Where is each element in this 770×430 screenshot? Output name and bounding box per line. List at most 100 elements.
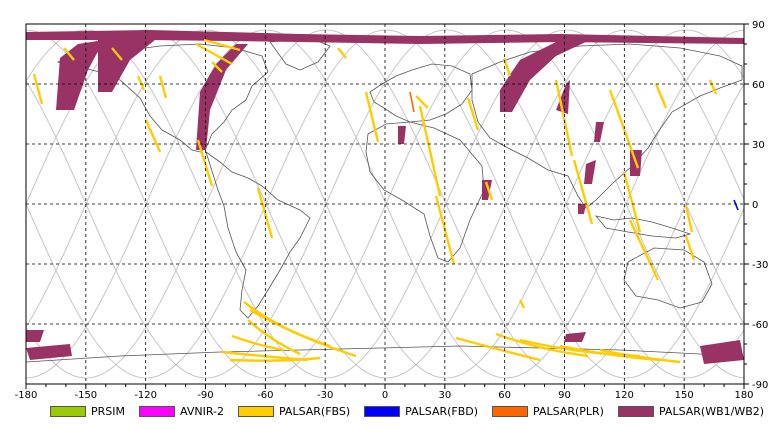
lon-tick-label: -150	[74, 390, 97, 401]
swath-fbs	[415, 95, 429, 109]
coast-africa	[365, 121, 485, 263]
graticule	[26, 24, 744, 384]
swath-fbs	[144, 119, 162, 153]
swath-wb	[26, 330, 44, 342]
swath-fbs	[628, 219, 660, 281]
lon-tick-label: -120	[134, 390, 157, 401]
legend-item: PALSAR(PLR)	[492, 405, 604, 418]
green-swatch-icon	[50, 405, 86, 417]
swath-wb	[578, 204, 586, 214]
orbit-track	[26, 29, 744, 379]
lat-tick-label: -30	[752, 260, 768, 271]
legend-item: PRSIM	[50, 405, 125, 418]
lat-tick-label: 60	[752, 80, 765, 91]
coastlines	[26, 37, 744, 363]
swath-plr	[409, 91, 415, 113]
lon-tick-label: -30	[317, 390, 333, 401]
swath-wb	[700, 340, 744, 364]
coast-australia	[623, 247, 713, 309]
swath-fbs	[111, 47, 123, 61]
swath-fbs	[196, 139, 214, 187]
orbit-track	[26, 29, 744, 379]
swath-fbs	[684, 205, 694, 233]
lon-tick-label: 120	[615, 390, 634, 401]
swath-wb	[196, 44, 248, 150]
legend-item: PALSAR(WB1/WB2)	[617, 404, 765, 418]
orbit-track	[26, 29, 744, 379]
swath-fbs	[626, 139, 640, 169]
swath-fbs	[708, 79, 718, 95]
legend-item: PALSAR(FBD)	[364, 405, 478, 418]
maroon-swatch-icon	[617, 405, 654, 417]
swath-wb	[584, 160, 596, 184]
legend: PRSIM AVNIR-2 PALSAR(FBS) PALSAR(FBD) PALSAR…	[50, 403, 770, 419]
coast-asia	[471, 43, 743, 209]
orbit-track	[26, 29, 744, 379]
coast-indonesia	[594, 215, 692, 239]
legend-label: PALSAR(FBS)	[278, 404, 351, 418]
swath-fbs	[466, 97, 480, 131]
lat-tick-label: 30	[752, 140, 765, 151]
swath-fbs	[195, 42, 233, 66]
lat-tick-label: 90	[752, 20, 765, 31]
magenta-swatch-icon	[139, 405, 175, 417]
lon-tick-label: 180	[734, 390, 753, 401]
orbit-tracks	[26, 29, 744, 379]
lon-tick-label: 0	[382, 390, 388, 401]
swath-fbs	[684, 235, 696, 261]
swath-fbs-arc	[249, 308, 357, 358]
swath-wb	[564, 332, 586, 342]
axis-labels: -180 -150 -120 -90 -60 -30 0 30 60 90 120 150 180 90 6…	[15, 20, 769, 401]
swath-fbs	[622, 171, 642, 233]
legend-label: AVNIR-2	[180, 404, 224, 418]
legend-label: PALSAR(PLR)	[533, 404, 604, 418]
lat-tick-label: -60	[752, 320, 768, 331]
swath-fbs	[572, 159, 594, 225]
swath-wb	[26, 344, 72, 360]
swath-fbs	[654, 83, 668, 109]
legend-label: PALSAR(WB1/WB2)	[658, 404, 765, 418]
acquisition-swaths	[26, 30, 744, 364]
swath-fbs	[203, 38, 241, 52]
lon-tick-label: -60	[257, 390, 273, 401]
lon-tick-label: -180	[15, 390, 38, 401]
lon-tick-label: 90	[558, 390, 571, 401]
swath-fbs	[337, 47, 347, 59]
orbit-track	[26, 29, 744, 379]
legend-label: PRSIM	[91, 404, 125, 418]
swath-wb	[482, 180, 492, 200]
swath-fbs	[364, 91, 380, 143]
axis-ticks	[25, 23, 749, 389]
swath-fbs	[32, 73, 44, 105]
swath-wb	[56, 40, 104, 110]
swath-wb	[398, 126, 406, 144]
blue-swatch-icon	[364, 405, 401, 417]
swath-fbs-arc	[247, 319, 301, 356]
lat-tick-label: -90	[752, 380, 768, 391]
swath-fbs	[418, 105, 442, 197]
swath-fbs	[158, 75, 168, 99]
swath-fbs-arc	[229, 356, 321, 362]
coast-south-america	[205, 150, 311, 319]
swath-fbs	[63, 47, 75, 61]
lon-tick-label: 30	[438, 390, 451, 401]
swath-wb	[500, 40, 590, 112]
coast-europe	[369, 63, 473, 123]
legend-item: AVNIR-2	[139, 405, 224, 418]
lon-tick-label: 150	[675, 390, 694, 401]
swath-fbs	[484, 181, 494, 201]
swath-fbs	[136, 75, 146, 91]
swath-wb	[556, 80, 570, 114]
legend-item: PALSAR(FBS)	[237, 404, 351, 418]
swath-fbs	[554, 79, 574, 157]
lat-tick-label: 0	[752, 200, 758, 211]
swath-fbs-arc	[455, 336, 541, 362]
lon-tick-label: -90	[197, 390, 213, 401]
lon-tick-label: 60	[498, 390, 511, 401]
swath-fbs	[518, 299, 526, 309]
swath-fbd	[733, 199, 739, 211]
coast-antarctica	[26, 345, 744, 363]
orange-swatch-icon	[492, 405, 529, 417]
swath-fbs	[608, 89, 630, 141]
